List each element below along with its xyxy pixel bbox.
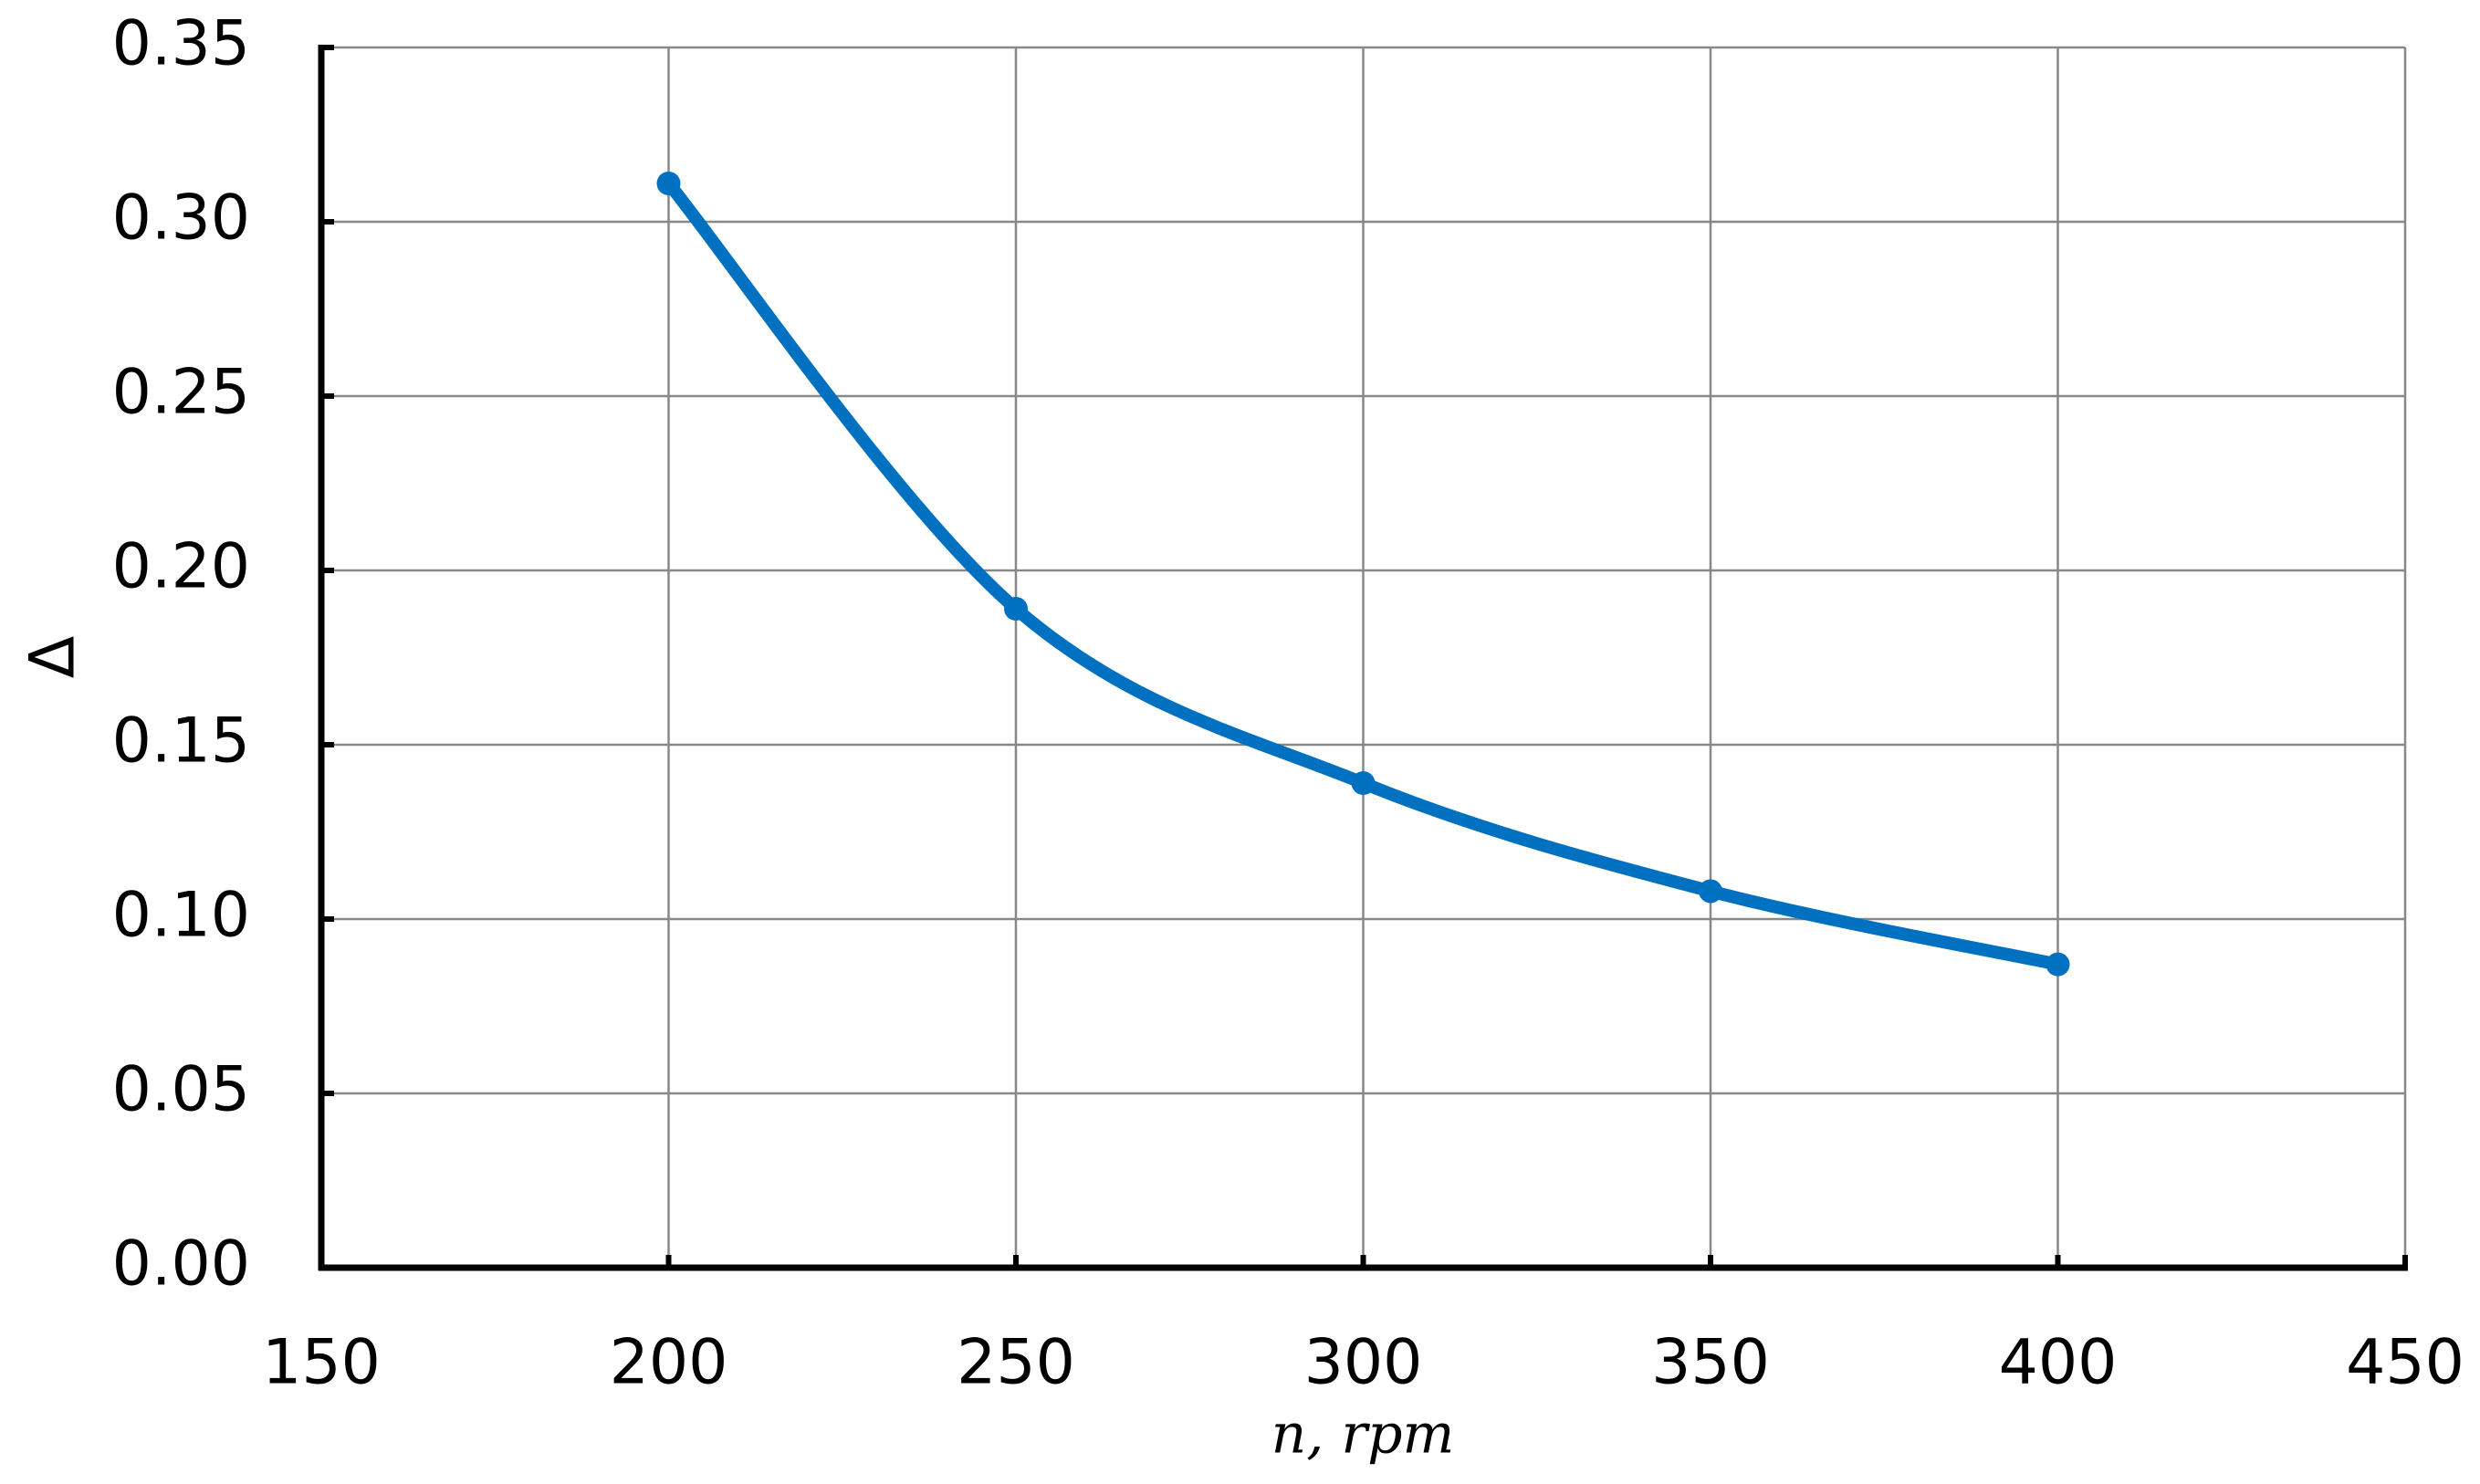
y-tick-label: 0.05 [112,1054,250,1126]
y-tick-label: 0.10 [112,880,250,952]
data-point [1004,597,1028,622]
data-point [1351,771,1376,796]
y-tick-label: 0.20 [112,531,250,603]
x-tick-label: 350 [1651,1327,1770,1399]
x-tick-label: 150 [262,1327,381,1399]
x-tick-label: 450 [2346,1327,2464,1399]
y-axis-label: Δ [17,636,89,679]
y-tick-label: 0.35 [112,8,250,80]
x-axis-label: n, rpm [1271,1403,1455,1467]
y-tick-label: 0.30 [112,183,250,255]
data-point [1699,879,1722,904]
y-tick-label: 0.00 [112,1228,250,1301]
x-tick-label: 300 [1304,1327,1423,1399]
x-tick-label: 200 [610,1327,728,1399]
x-tick-label: 400 [1999,1327,2118,1399]
y-tick-label: 0.15 [112,705,250,778]
y-tick-label: 0.25 [112,357,250,429]
data-line [662,176,2065,971]
x-tick-label: 250 [957,1327,1075,1399]
data-point [656,171,681,195]
data-point [2046,952,2070,977]
